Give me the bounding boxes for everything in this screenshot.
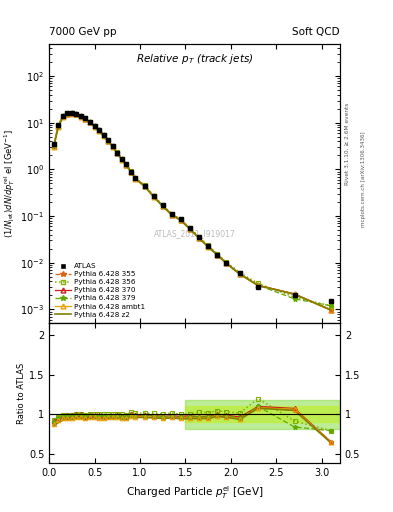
Text: mcplots.cern.ch [arXiv:1306.3436]: mcplots.cern.ch [arXiv:1306.3436] xyxy=(361,132,366,227)
Text: 7000 GeV pp: 7000 GeV pp xyxy=(49,27,117,36)
Y-axis label: $(1/N_\mathrm{jet})dN/dp^\mathrm{rel}_T$ el [GeV$^{-1}$]: $(1/N_\mathrm{jet})dN/dp^\mathrm{rel}_T$… xyxy=(3,129,18,238)
Y-axis label: Ratio to ATLAS: Ratio to ATLAS xyxy=(17,363,26,424)
Text: Soft QCD: Soft QCD xyxy=(292,27,340,36)
Text: Rivet 3.1.10, ≥ 2.6M events: Rivet 3.1.10, ≥ 2.6M events xyxy=(345,102,350,184)
X-axis label: Charged Particle $p^\mathrm{el}_T$ [GeV]: Charged Particle $p^\mathrm{el}_T$ [GeV] xyxy=(126,484,263,501)
Legend: ATLAS, Pythia 6.428 355, Pythia 6.428 356, Pythia 6.428 370, Pythia 6.428 379, P: ATLAS, Pythia 6.428 355, Pythia 6.428 35… xyxy=(53,261,148,320)
Bar xyxy=(185,400,340,429)
Text: Relative $p_T$ (track jets): Relative $p_T$ (track jets) xyxy=(136,52,253,66)
Text: ATLAS_2011_I919017: ATLAS_2011_I919017 xyxy=(154,229,235,239)
Bar xyxy=(185,407,340,422)
